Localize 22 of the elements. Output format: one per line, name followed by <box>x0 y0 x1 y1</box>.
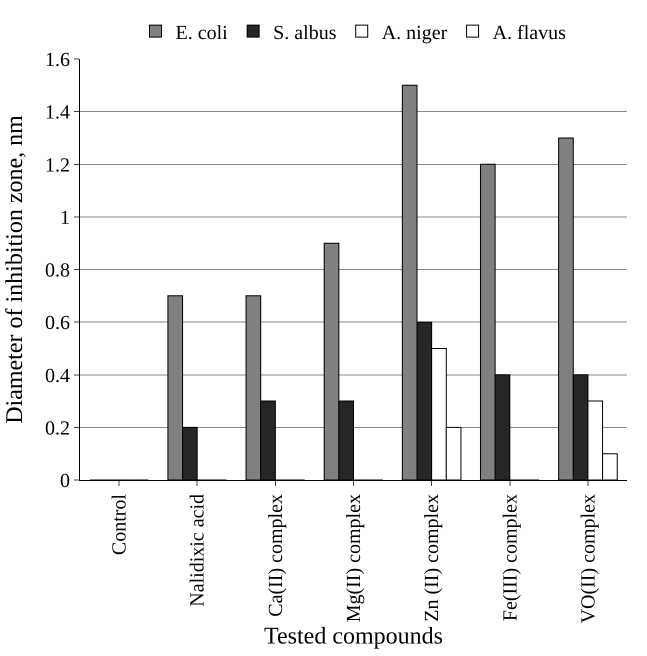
x-tick-label: Ca(II) complex <box>264 494 287 617</box>
x-tick-label: Nalidixic acid <box>186 494 209 607</box>
legend-label: E. coli <box>176 22 228 44</box>
x-tick-label: Control <box>108 494 131 556</box>
y-tick-label: 0.4 <box>45 364 70 387</box>
y-axis-title: Diameter of inhibition zone, nm <box>2 114 28 424</box>
x-axis-title: Tested compounds <box>264 624 443 650</box>
y-tick-label: 1 <box>60 206 70 229</box>
legend-label: A. niger <box>382 22 448 44</box>
x-tick-label: VO(II) complex <box>577 494 600 624</box>
legend-label: A. flavus <box>492 22 566 44</box>
x-tick-label: Zn (II) complex <box>421 494 444 622</box>
x-tick-label: Fe(III) complex <box>499 494 522 622</box>
y-tick-label: 1.6 <box>45 49 70 71</box>
y-tick-label: 0.2 <box>45 417 70 440</box>
y-tick-label: 1.4 <box>45 102 70 124</box>
y-tick-label: 0.8 <box>45 260 70 282</box>
x-tick-label: Mg(II) complex <box>343 494 365 622</box>
y-tick-label: 0.6 <box>45 312 70 334</box>
legend-label: S. albus <box>273 22 337 44</box>
y-tick-label: 1.2 <box>45 154 70 176</box>
y-tick-label: 0 <box>60 470 70 492</box>
